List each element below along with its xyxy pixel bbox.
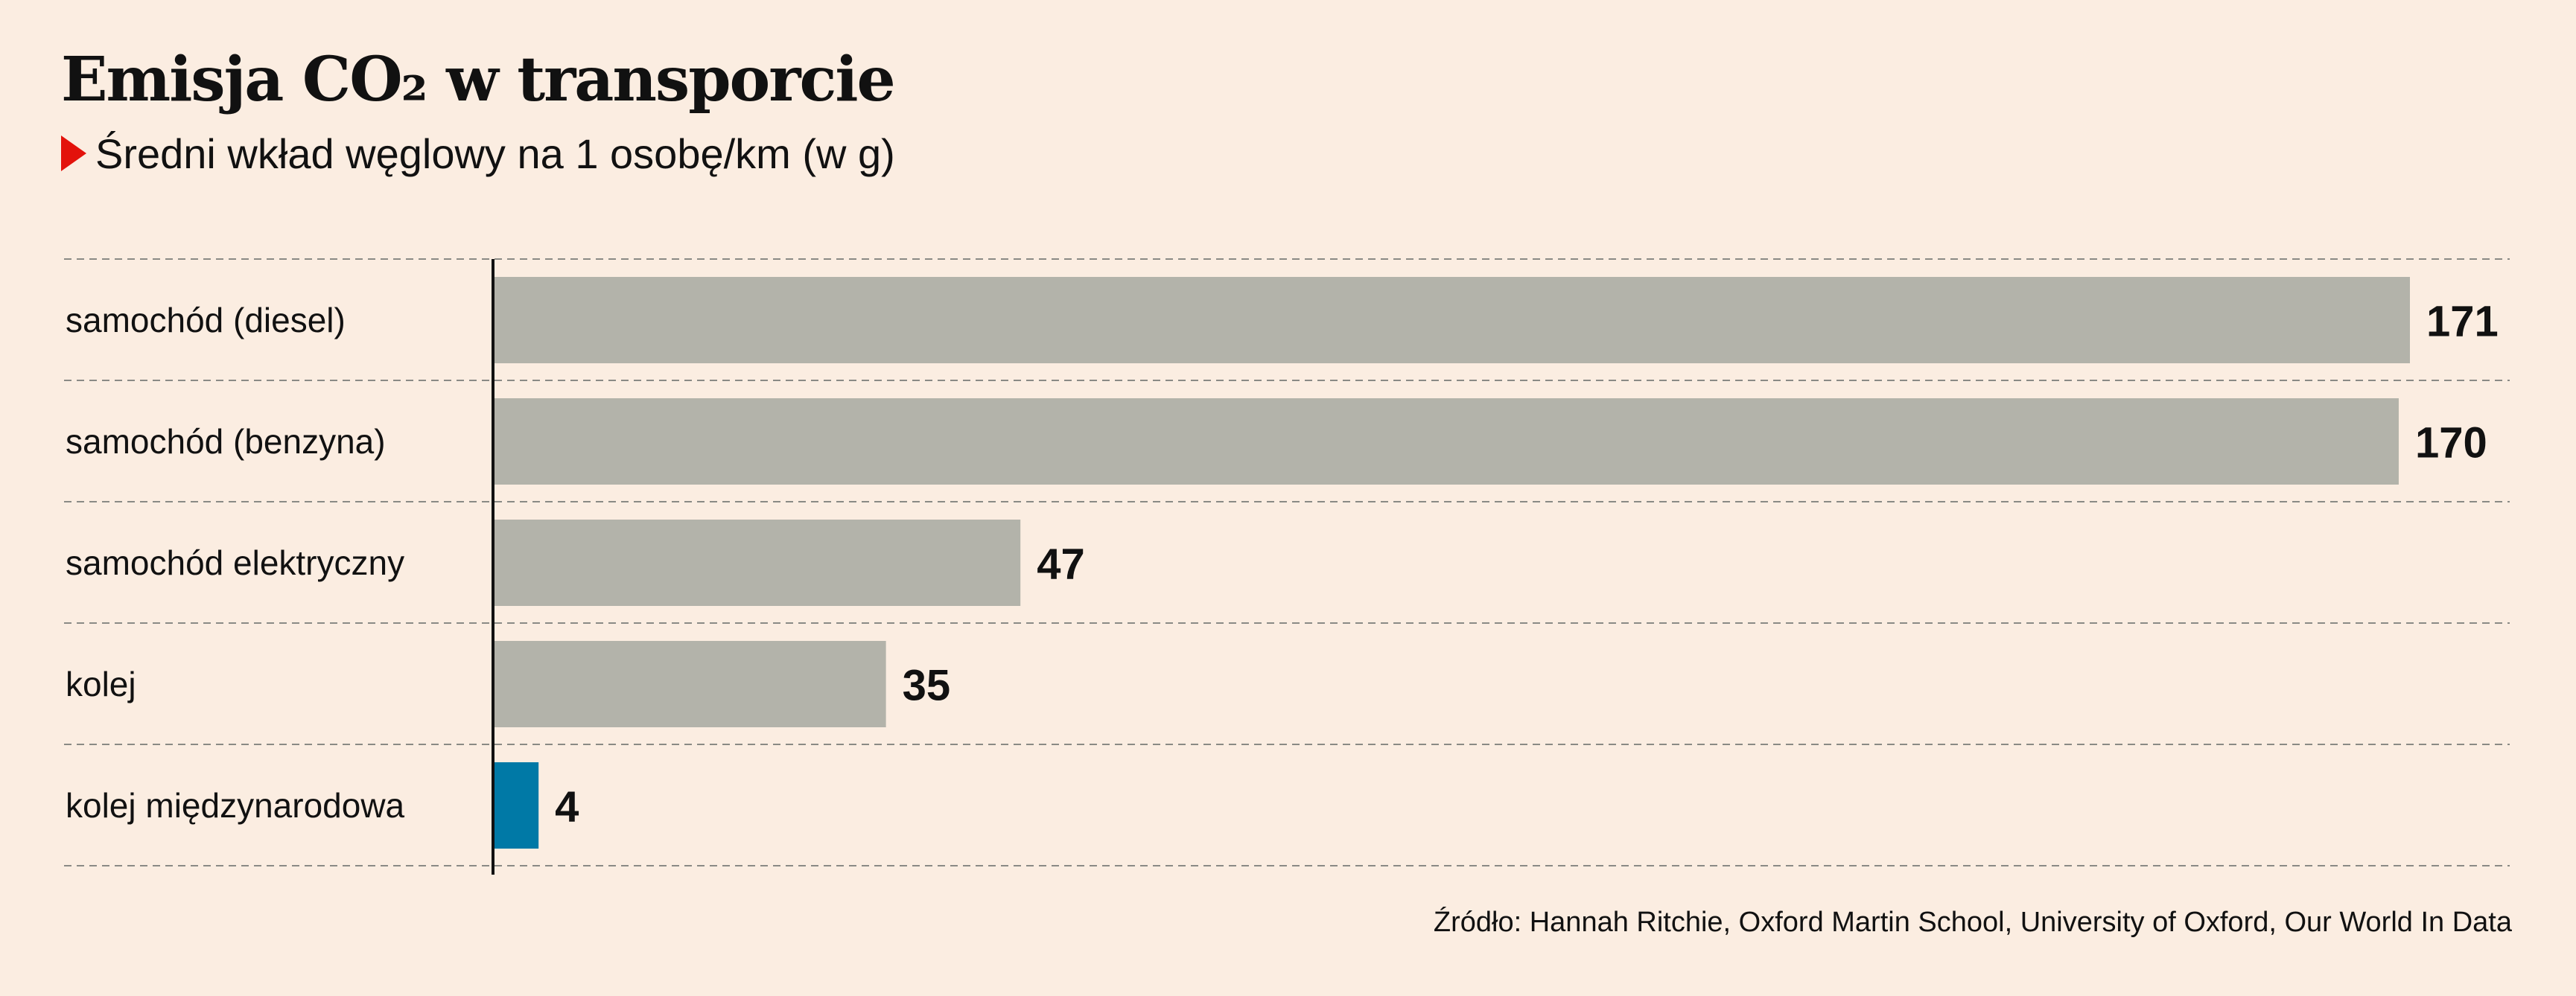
category-label: samochód (benzyna) [66, 422, 386, 461]
bars-group [494, 277, 2410, 849]
category-label: samochód elektryczny [66, 543, 404, 582]
bar [494, 277, 2410, 363]
category-label: samochód (diesel) [66, 301, 346, 339]
value-label: 47 [1037, 540, 1085, 589]
row-separators [64, 258, 2510, 866]
category-label: kolej [66, 665, 136, 703]
value-label: 170 [2415, 419, 2487, 467]
value-label: 171 [2426, 298, 2499, 346]
chart-subtitle: Średni wkład węglowy na 1 osobę/km (w g) [95, 130, 895, 177]
red-triangle-marker-icon [61, 135, 86, 171]
chart-title: Emisja CO₂ w transporcie [61, 44, 896, 115]
bar [494, 520, 1021, 606]
bar [494, 398, 2399, 485]
source-note: Źródło: Hannah Ritchie, Oxford Martin Sc… [1433, 907, 2512, 938]
bar [494, 641, 886, 727]
category-labels: samochód (diesel) samochód (benzyna) samoc… [66, 301, 405, 825]
bar [494, 762, 539, 849]
value-label: 35 [903, 662, 951, 710]
value-label: 4 [555, 783, 579, 831]
value-labels: 171 170 47 35 4 [555, 298, 2499, 831]
chart-subtitle-line: Średni wkład węglowy na 1 osobę/km (w g) [61, 131, 895, 177]
category-label: kolej międzynarodowa [66, 786, 405, 825]
